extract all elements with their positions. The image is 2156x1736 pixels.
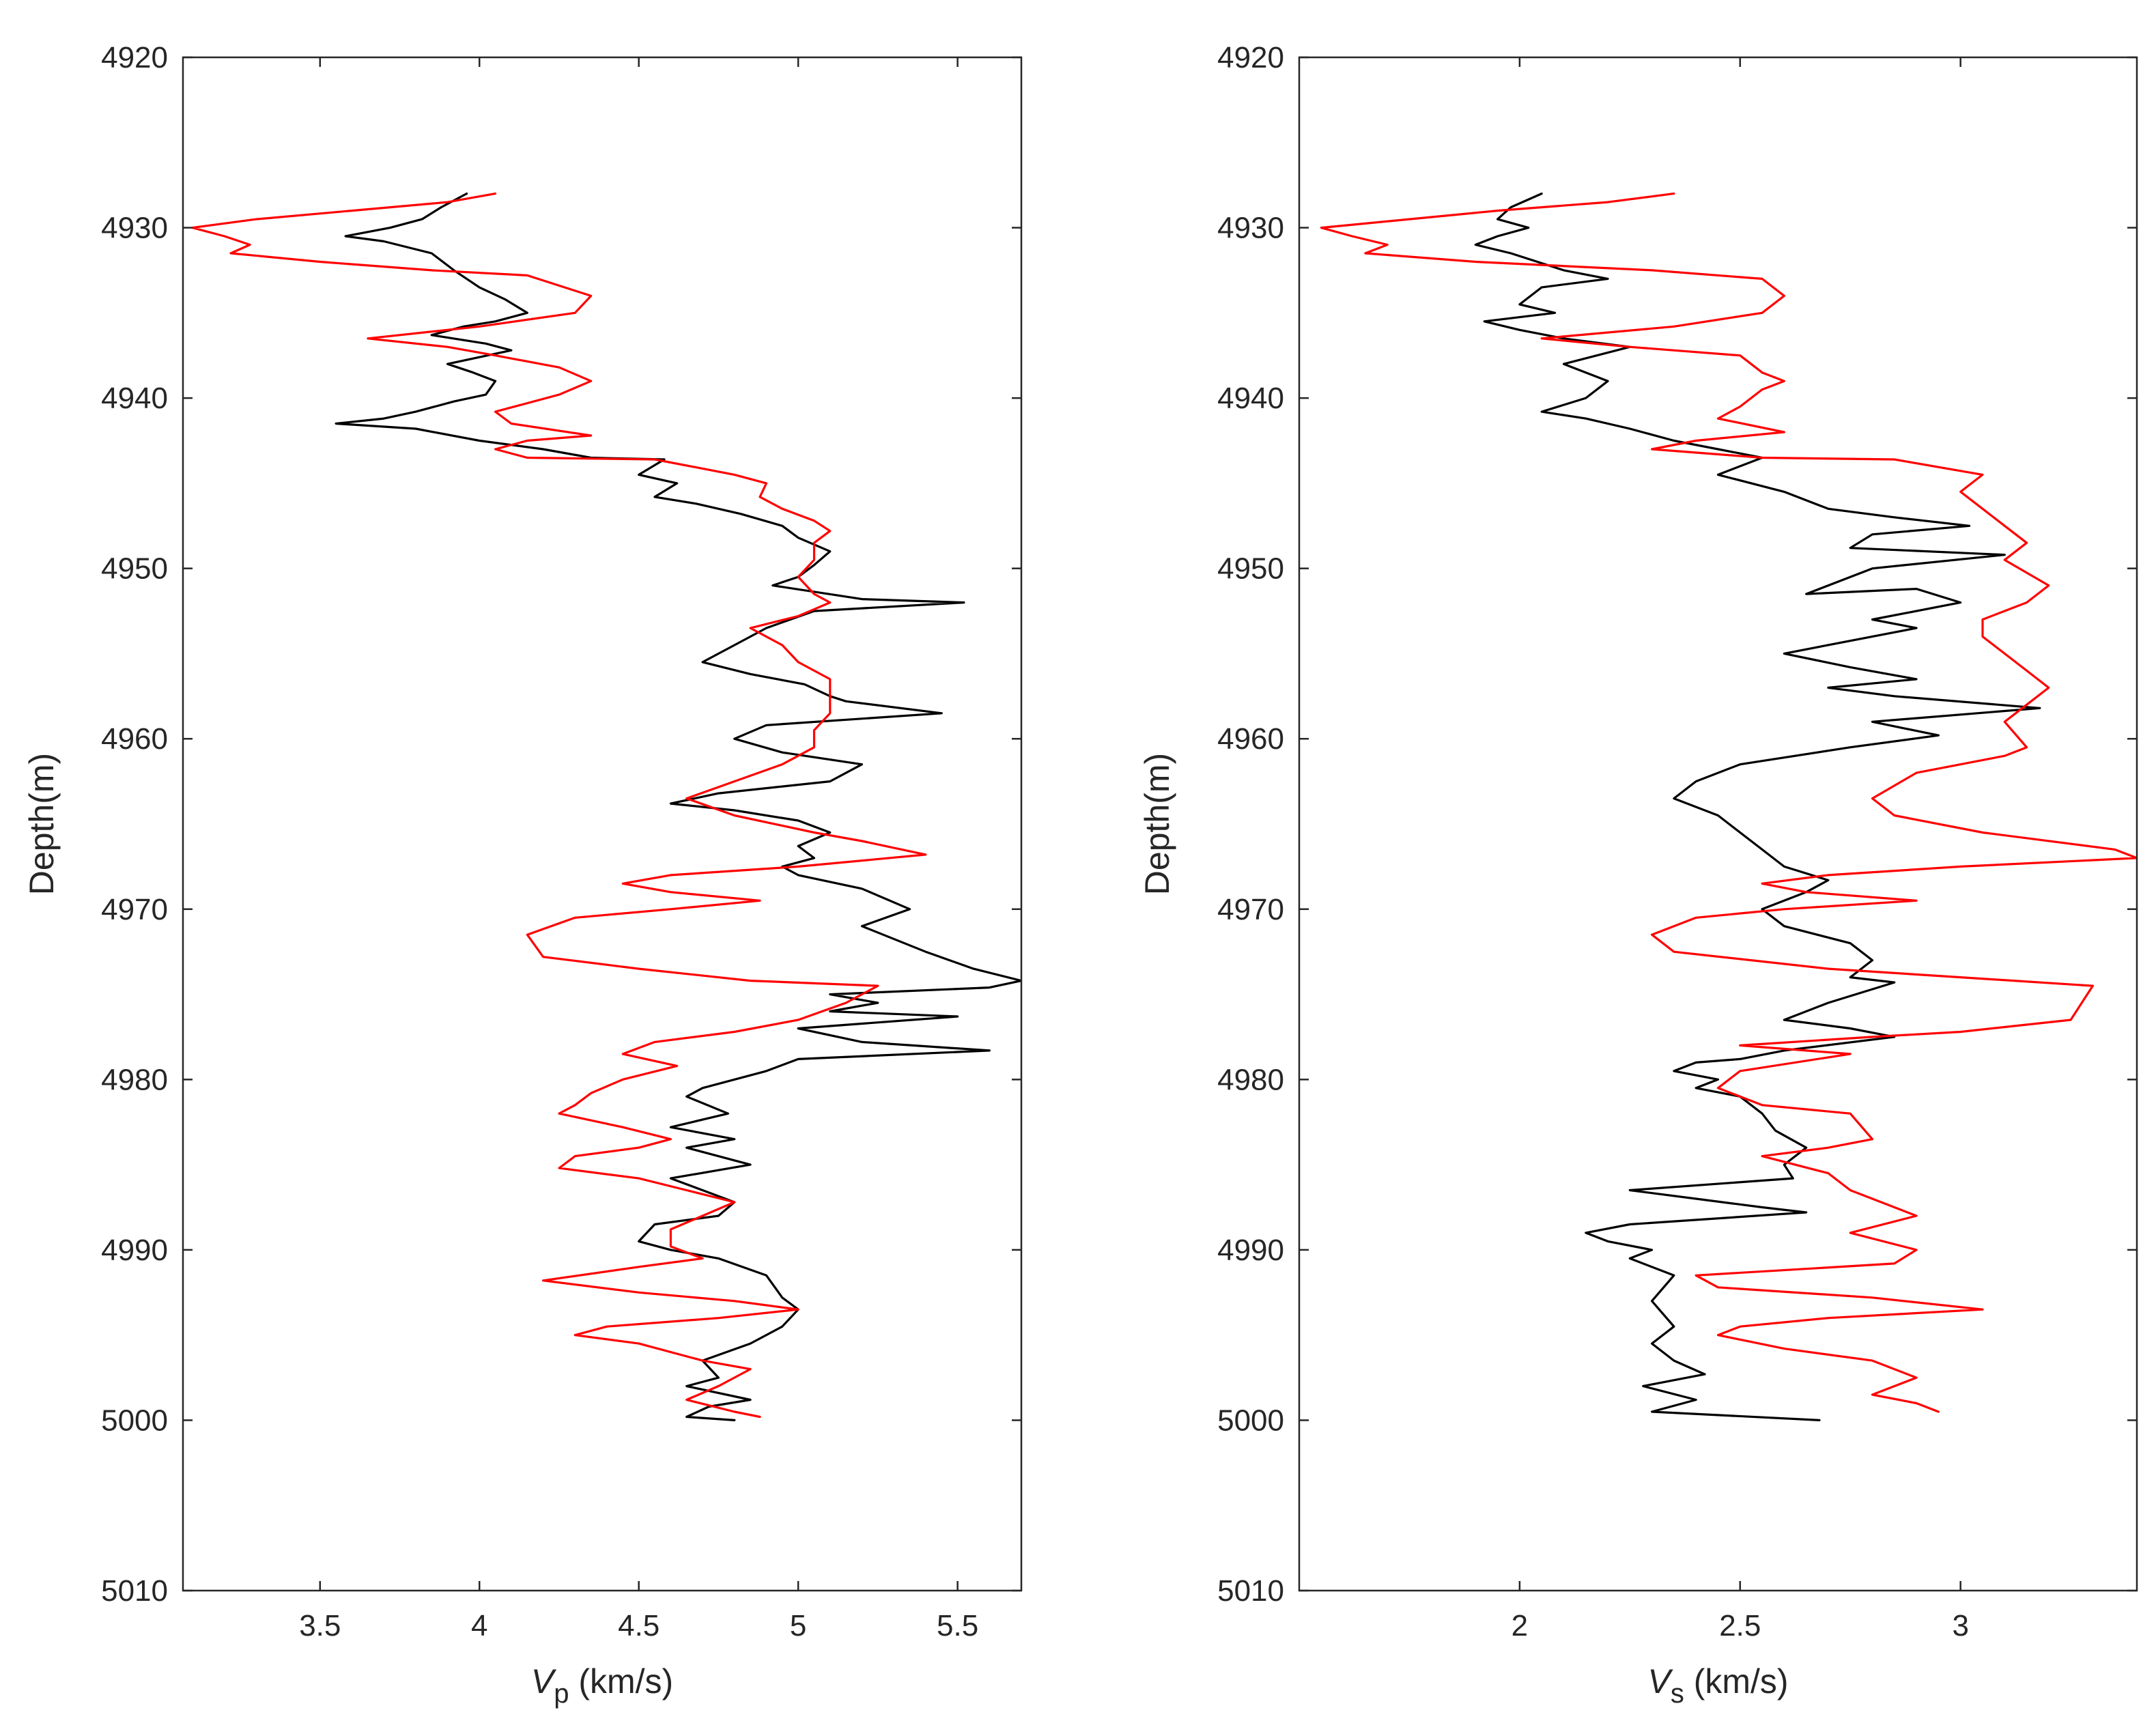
x-axis-unit: (km/s) <box>1684 1662 1789 1701</box>
y-tick-label: 4940 <box>101 382 168 415</box>
y-tick-label: 4960 <box>1217 722 1284 756</box>
y-tick-label: 4930 <box>101 212 168 245</box>
y-tick-label: 4990 <box>101 1234 168 1267</box>
y-tick-label: 4990 <box>1217 1234 1284 1267</box>
y-tick-label: 4950 <box>1217 552 1284 586</box>
series-black-line <box>1474 193 2041 1421</box>
y-tick-label: 4920 <box>1217 41 1284 74</box>
axes-box <box>182 56 1023 1592</box>
x-axis-label: Vp (km/s) <box>531 1662 673 1709</box>
y-tick-label: 5010 <box>101 1574 168 1608</box>
y-tick-label: 4970 <box>1217 893 1284 926</box>
x-tick-label: 5.5 <box>937 1609 978 1642</box>
y-tick-label: 5000 <box>101 1404 168 1437</box>
x-axis-subscript: s <box>1671 1679 1684 1709</box>
y-tick-label: 4960 <box>101 722 168 756</box>
y-tick-label: 4950 <box>101 552 168 586</box>
axes-box <box>1298 56 2138 1592</box>
x-axis-label: Vs (km/s) <box>1647 1662 1788 1709</box>
x-tick-label: 5 <box>790 1609 806 1642</box>
y-tick-label: 5000 <box>1217 1404 1284 1437</box>
x-tick-label: 4.5 <box>618 1609 659 1642</box>
y-tick-label: 4980 <box>101 1063 168 1096</box>
series-red-line <box>191 193 927 1419</box>
y-tick-label: 4920 <box>101 41 168 74</box>
vp-panel: 4920 4930 4940 4950 4960 4970 4980 4990 5000 5010… <box>23 41 1023 1709</box>
y-tick-label: 4930 <box>1217 212 1284 245</box>
y-tick-label: 4940 <box>1217 382 1284 415</box>
y-axis-label: Depth(m) <box>23 753 61 895</box>
x-axis-symbol: V <box>531 1662 557 1701</box>
x-tick-label: 2 <box>1512 1609 1528 1642</box>
x-tick-label: 2.5 <box>1719 1609 1761 1642</box>
y-tick-label: 5010 <box>1217 1574 1284 1608</box>
vs-panel: 4920 4930 4940 4950 4960 4970 4980 4990 5000 5010… <box>1138 41 2138 1709</box>
x-tick-label: 3.5 <box>299 1609 341 1642</box>
x-tick-label: 3 <box>1952 1609 1968 1642</box>
series-red-line <box>1320 193 2137 1413</box>
series-black-line <box>335 193 1021 1421</box>
y-tick-label: 4970 <box>101 893 168 926</box>
x-axis-unit: (km/s) <box>569 1662 673 1701</box>
x-tick-label: 4 <box>471 1609 487 1642</box>
series-group <box>1320 193 2137 1421</box>
y-tick-label: 4980 <box>1217 1063 1284 1096</box>
x-axis-subscript: p <box>554 1679 569 1709</box>
y-axis-label: Depth(m) <box>1138 753 1176 895</box>
series-group <box>191 193 1021 1421</box>
x-axis-symbol: V <box>1647 1662 1673 1701</box>
